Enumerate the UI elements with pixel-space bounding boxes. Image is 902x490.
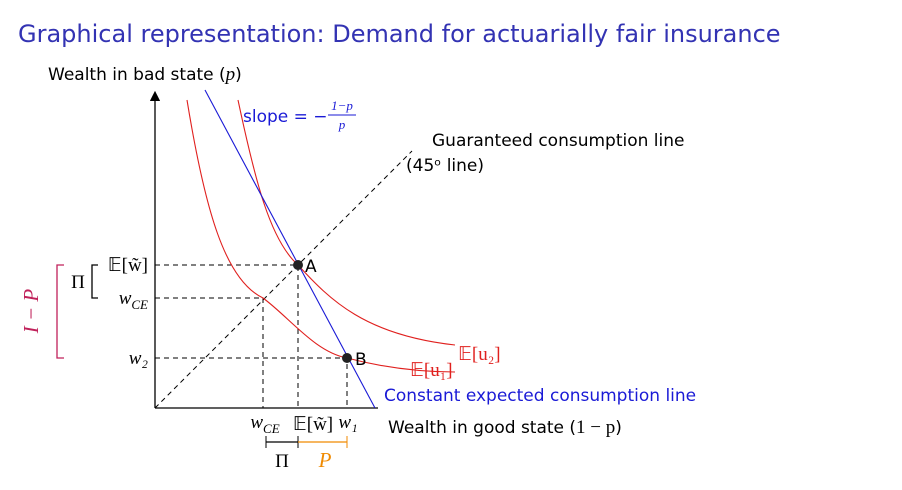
curve-label: 𝔼[u₂] <box>458 344 501 365</box>
slope-den: p <box>338 117 346 132</box>
constant-label: Constant expected consumption line <box>384 386 696 406</box>
tick-sub: CE <box>263 421 280 436</box>
slope-num: 1−p <box>331 98 353 113</box>
tick-sub: CE <box>131 297 148 312</box>
y-axis-label: Wealth in bad state (p) <box>48 64 242 85</box>
y-label-close: ) <box>235 65 242 85</box>
point-label: B <box>355 350 367 370</box>
curve-label: 𝔼[u₁] <box>410 360 453 381</box>
y-tick-label: w₂ <box>129 348 149 369</box>
bracket <box>56 264 64 359</box>
slope-label: slope = − <box>243 107 328 127</box>
tick-base: w <box>119 288 132 309</box>
x-label-var: 1 − p <box>576 417 615 438</box>
y-tick-label: wCE <box>119 288 148 312</box>
y-tick-label: 𝔼[w̃] <box>108 255 148 276</box>
bracket-label: Π <box>71 272 85 293</box>
curve-u2 <box>237 99 456 346</box>
guide <box>155 297 264 408</box>
x-tick-label: 𝔼[w̃] <box>293 414 333 435</box>
x-label-text: Wealth in good state ( <box>388 418 576 438</box>
x-tick-label: w₁ <box>338 412 357 433</box>
point-label: A <box>305 257 317 277</box>
point <box>293 260 303 270</box>
x-label-close: ) <box>615 418 622 438</box>
x-tick-label: wCE <box>250 412 279 436</box>
bracket <box>91 264 98 299</box>
bracket-label: P <box>318 448 332 472</box>
bracket-label: Π <box>275 451 289 472</box>
guide <box>155 357 348 408</box>
guaranteed-label-2: (45ᵒ line) <box>406 156 484 176</box>
y-label-text: Wealth in bad state ( <box>48 65 226 85</box>
y-label-var: p <box>224 64 236 85</box>
bracket-label: I − P <box>19 289 43 335</box>
tick-base: w <box>250 412 263 433</box>
guaranteed-line <box>154 150 413 409</box>
curve-u1 <box>186 99 456 373</box>
x-axis-label: Wealth in good state (1 − p) <box>388 417 622 438</box>
title: Graphical representation: Demand for act… <box>18 20 781 48</box>
guaranteed-label: Guaranteed consumption line <box>432 131 684 151</box>
guide <box>155 264 299 408</box>
point <box>342 353 352 363</box>
